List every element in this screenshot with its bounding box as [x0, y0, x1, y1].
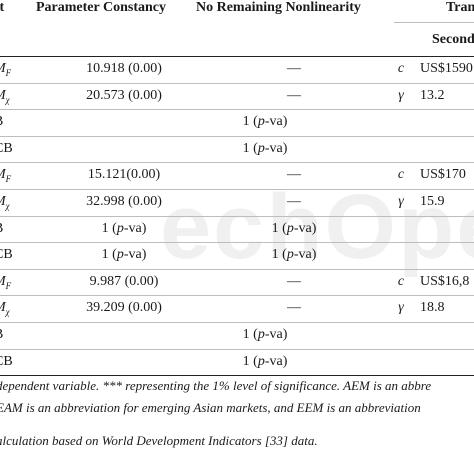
- row-divider: [0, 268, 474, 270]
- table-note-line-2: EAM is an abbreviation for emerging Asia…: [0, 400, 421, 415]
- row-test-label: B: [0, 221, 3, 237]
- row-divider: [0, 82, 474, 84]
- row-spanning-value: 1 (p-va): [242, 327, 288, 342]
- row-divider: [0, 162, 474, 164]
- header-parameter-constancy: Parameter Constancy: [36, 0, 166, 15]
- row-nonlinearity: —: [287, 87, 301, 103]
- row-nonlinearity: —: [287, 61, 301, 76]
- row-transition-value: 15.9: [420, 194, 445, 209]
- header-rule: [0, 56, 474, 57]
- row-parameter-symbol: c: [397, 273, 405, 289]
- row-nonlinearity: —: [287, 273, 301, 289]
- row-parameter-symbol: γ: [398, 87, 404, 103]
- row-divider: [0, 135, 474, 137]
- row-transition-value: 18.8: [420, 300, 445, 316]
- row-test-label: CB: [0, 247, 13, 263]
- row-transition-value: US$170: [420, 167, 466, 183]
- row-test-label: MF: [0, 61, 12, 78]
- table-note-line-1: dependent variable. *** representing the…: [0, 378, 432, 393]
- table-note-line-3: alculation based on World Development In…: [0, 433, 318, 448]
- row-test-label: B: [0, 114, 3, 130]
- row-nonlinearity: 1 (p-va): [271, 220, 317, 236]
- row-parameter-constancy: 1 (p-va): [101, 247, 147, 263]
- row-parameter-constancy: 39.209 (0.00): [86, 300, 162, 316]
- row-test-label: Mχ: [0, 88, 10, 105]
- row-test-label: CB: [0, 140, 13, 156]
- row-test-label: MF: [0, 167, 12, 185]
- row-parameter-symbol: γ: [398, 300, 404, 316]
- row-transition-value: US$16,8: [420, 273, 470, 289]
- row-spanning-value: 1 (p-va): [242, 114, 288, 130]
- row-parameter-symbol: γ: [398, 194, 404, 209]
- row-parameter-constancy: 9.987 (0.00): [89, 273, 159, 289]
- row-transition-value: US$1590: [420, 61, 473, 76]
- row-divider: [0, 189, 474, 190]
- header-no-remaining-nonlinearity: No Remaining Nonlinearity: [196, 0, 361, 15]
- row-parameter-symbol: c: [397, 61, 405, 76]
- row-spanning-value: 1 (p-va): [242, 140, 288, 156]
- row-divider: [0, 348, 474, 350]
- row-test-label: Mχ: [0, 300, 10, 318]
- row-nonlinearity: —: [287, 300, 301, 316]
- row-parameter-constancy: 10.918 (0.00): [86, 61, 162, 76]
- table-bottom-rule: [0, 375, 474, 376]
- row-divider: [0, 109, 474, 111]
- row-test-label: CB: [0, 353, 13, 369]
- row-transition-value: 13.2: [420, 87, 445, 103]
- row-parameter-constancy: 20.573 (0.00): [86, 87, 162, 103]
- row-divider: [0, 322, 474, 323]
- row-test-label: Mχ: [0, 194, 10, 211]
- row-test-label: B: [0, 327, 3, 343]
- row-parameter-constancy: 32.998 (0.00): [86, 194, 162, 209]
- row-nonlinearity: —: [287, 194, 301, 209]
- row-parameter-symbol: c: [397, 167, 405, 183]
- row-parameter-constancy: 15.121(0.00): [87, 167, 161, 183]
- header-transition: Trans: [446, 0, 474, 15]
- row-nonlinearity: 1 (p-va): [271, 247, 317, 263]
- header-subrule: [394, 22, 474, 23]
- row-divider: [0, 295, 474, 297]
- row-parameter-constancy: 1 (p-va): [101, 220, 147, 236]
- row-test-label: MF: [0, 274, 12, 291]
- row-nonlinearity: —: [287, 167, 301, 183]
- header-second: Second: [432, 32, 474, 47]
- header-test: st: [0, 0, 5, 15]
- row-divider: [0, 215, 474, 217]
- row-spanning-value: 1 (p-va): [242, 353, 288, 369]
- row-divider: [0, 242, 474, 244]
